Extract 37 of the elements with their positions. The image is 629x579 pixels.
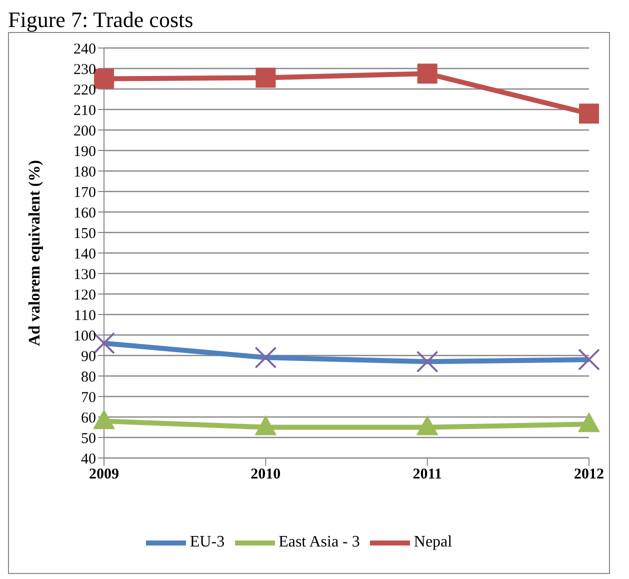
y-tick-label: 160: [74, 205, 96, 222]
y-tick-label: 70: [81, 390, 96, 406]
point: [416, 415, 438, 436]
y-tick-label: 230: [74, 62, 96, 78]
y-tick-label: 220: [74, 82, 96, 98]
y-tick-label: 110: [74, 308, 96, 324]
y-tick-label: 180: [74, 164, 96, 180]
chart-title: Figure 7: Trade costs: [8, 7, 194, 32]
x-tick-label: 2011: [412, 466, 442, 483]
y-tick-label: 190: [74, 144, 96, 160]
y-tick-label: 40: [81, 451, 96, 468]
y-tick-label: 240: [74, 41, 96, 58]
y-tick-label: 90: [81, 348, 96, 365]
y-tick-label: 100: [74, 328, 96, 344]
y-tick-label: 60: [81, 410, 96, 426]
point: [256, 68, 276, 88]
x-tick-label: 2009: [89, 466, 119, 483]
legend-label: Nepal: [414, 534, 452, 551]
x-tick-label: 2012: [574, 466, 604, 483]
y-tick-label: 210: [74, 102, 96, 119]
y-tick-label: 170: [74, 184, 96, 201]
x-tick-label: 2010: [250, 466, 281, 483]
point: [579, 104, 599, 124]
y-tick-label: 50: [81, 430, 96, 447]
point: [417, 64, 438, 84]
y-tick-label: 130: [74, 266, 96, 283]
y-axis-title: Ad valorem equivalent (%): [26, 160, 44, 346]
point: [578, 412, 600, 432]
point: [254, 415, 277, 436]
legend-label: East Asia - 3: [278, 534, 360, 551]
y-tick-label: 80: [81, 369, 96, 386]
y-tick-label: 120: [74, 287, 96, 304]
legend-label: EU-3: [190, 534, 225, 551]
point: [94, 68, 114, 89]
y-tick-label: 150: [74, 226, 96, 242]
y-tick-label: 200: [74, 123, 96, 140]
y-tick-label: 140: [74, 246, 96, 262]
